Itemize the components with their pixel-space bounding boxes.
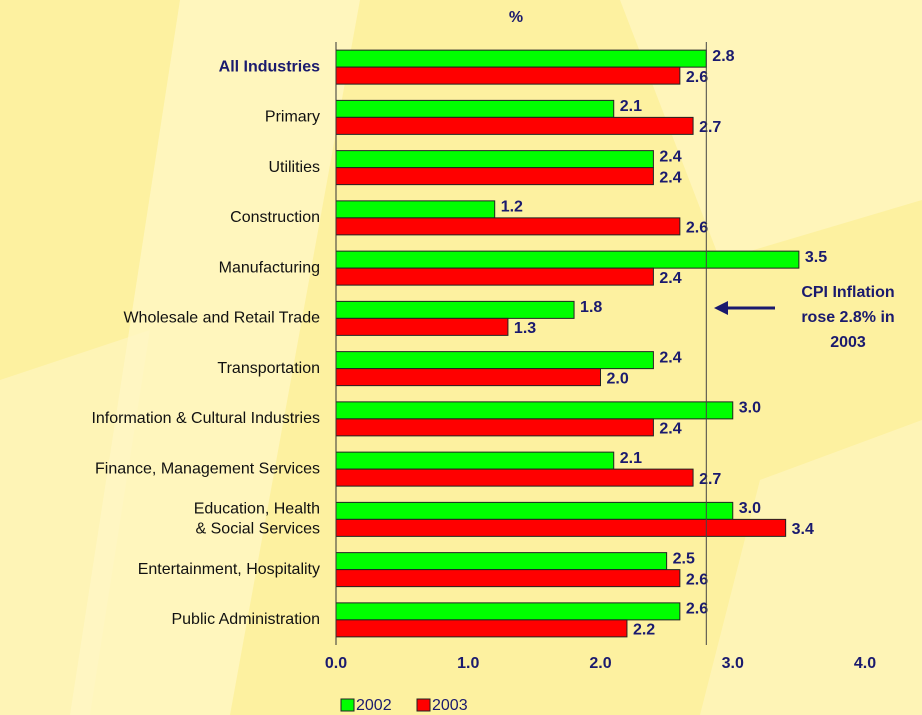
annotation: CPI Inflation [801,284,894,301]
bar [335,451,615,470]
bar [335,150,654,169]
y-tick-label: Finance, Management Services [95,460,320,477]
legend-swatch [416,698,431,712]
bar [335,619,628,638]
value-label: 2.4 [659,270,681,287]
bar [335,167,654,186]
value-label: 2.2 [633,622,655,639]
y-tick-label: Information & Cultural Industries [91,410,320,427]
legend-swatch [340,698,355,712]
value-label: 2.4 [659,169,681,186]
y-tick-label: Entertainment, Hospitality [138,561,320,578]
bar [335,351,654,370]
bar [335,468,694,487]
bar [335,368,601,387]
y-tick-label: Construction [230,209,320,226]
annotation: rose 2.8% in [801,309,894,326]
background-shape [700,420,922,715]
bar [335,49,707,68]
x-tick-label: 3.0 [722,655,744,672]
y-tick-label-line: & Social Services [196,521,321,538]
value-label: 2.7 [699,119,721,136]
bar [335,116,694,135]
value-label: 2.4 [659,349,681,366]
y-tick-label: Primary [265,109,320,126]
bar [335,66,681,85]
x-tick-label: 0.0 [325,655,347,672]
annotation-arrowhead [714,301,728,315]
bar [335,217,681,236]
y-tick-label: Manufacturing [219,259,320,276]
y-tick-label: Transportation [217,360,320,377]
axis-label: % [509,9,523,26]
legend-label: 2003 [432,697,468,714]
value-label: 2.6 [686,601,708,618]
bar [335,300,575,319]
value-label: 2.6 [686,571,708,588]
bar [335,552,668,571]
y-tick-label: Wholesale and Retail Trade [123,310,320,327]
value-label: 2.6 [686,69,708,86]
background-shape [70,0,360,715]
value-label: 1.8 [580,299,602,316]
y-tick-label-line: Education, Health [194,501,320,518]
value-label: 2.0 [607,370,629,387]
y-tick-label: Public Administration [171,611,320,628]
value-label: 1.2 [501,199,523,216]
bar [335,200,496,219]
y-tick-label: Utilities [268,159,320,176]
value-label: 2.7 [699,471,721,488]
value-label: 2.4 [659,421,681,438]
x-tick-label: 4.0 [854,655,876,672]
bar [335,99,615,118]
y-tick-label: Education, Health & Social Services [194,501,320,538]
bar [335,401,734,420]
value-label: 2.8 [712,48,734,65]
value-label: 3.4 [792,521,814,538]
x-tick-label: 2.0 [589,655,611,672]
bar [335,250,800,269]
value-label: 1.3 [514,320,536,337]
bar [335,501,734,520]
bar [335,602,681,621]
annotation: 2003 [830,334,866,351]
bar [335,317,509,336]
value-label: 2.1 [620,98,642,115]
value-label: 2.1 [620,450,642,467]
value-label: 2.5 [673,550,695,567]
value-label: 3.5 [805,249,827,266]
value-label: 2.6 [686,220,708,237]
bar [335,518,787,537]
bar [335,267,654,286]
bar [335,418,654,437]
background-shape [0,330,150,715]
x-tick-label: 1.0 [457,655,479,672]
value-label: 3.0 [739,500,761,517]
value-label: 2.4 [659,148,681,165]
value-label: 3.0 [739,400,761,417]
y-tick-label: All Industries [219,58,320,75]
bar [335,569,681,588]
legend-label: 2002 [356,697,392,714]
